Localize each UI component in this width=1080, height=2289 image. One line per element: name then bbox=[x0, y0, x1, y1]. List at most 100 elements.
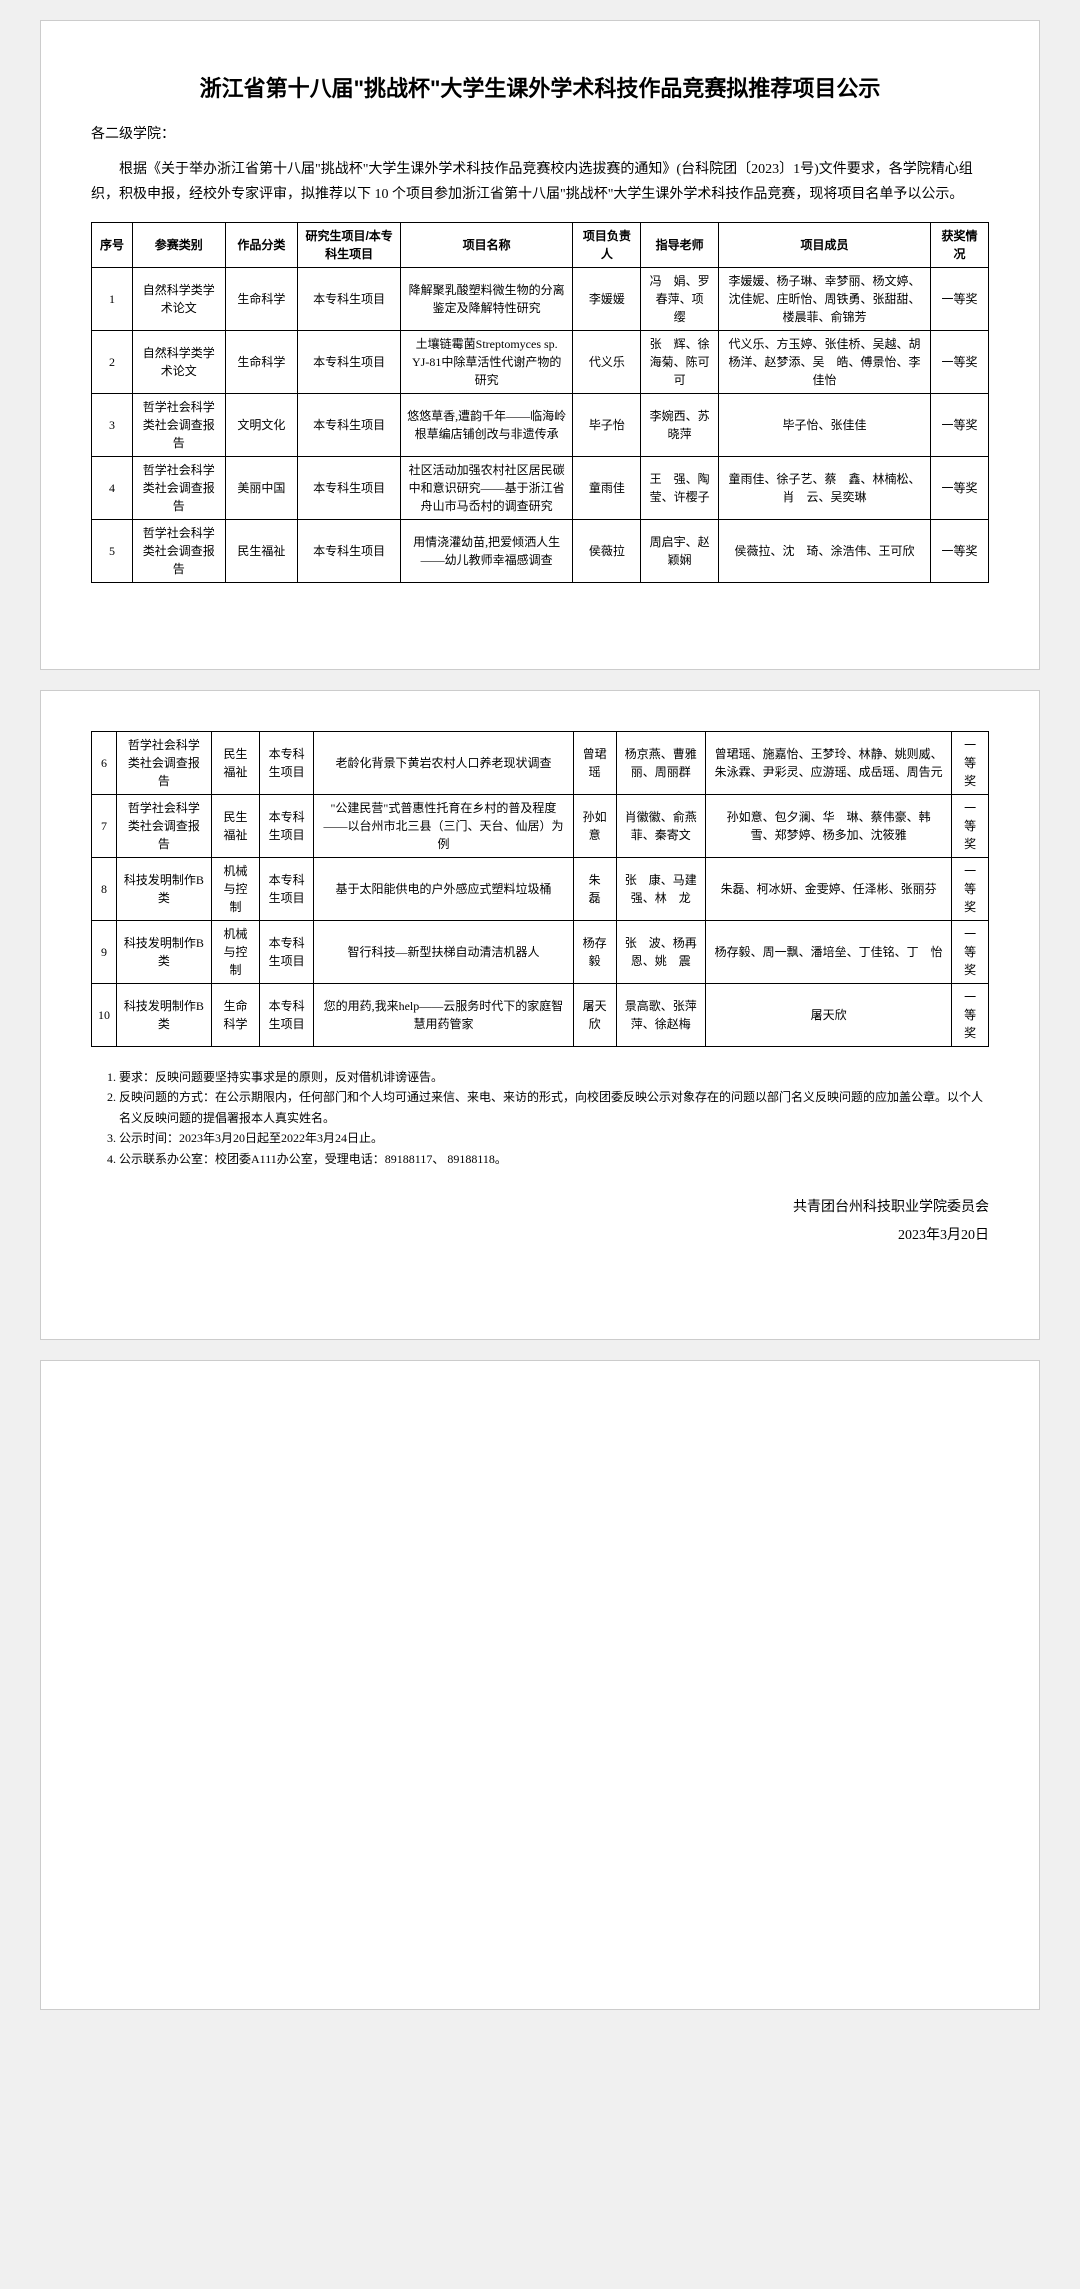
cell-advisor: 景高歌、张萍萍、徐赵梅 bbox=[616, 984, 705, 1047]
cell-advisor: 杨京燕、曹雅丽、周丽群 bbox=[616, 732, 705, 795]
cell-category: 自然科学类学术论文 bbox=[132, 331, 225, 394]
cell-type: 本专科生项目 bbox=[260, 858, 314, 921]
cell-seq: 10 bbox=[92, 984, 117, 1047]
cell-name: 智行科技—新型扶梯自动清洁机器人 bbox=[314, 921, 574, 984]
cell-members: 毕子怡、张佳佳 bbox=[719, 394, 931, 457]
cell-members: 朱磊、柯冰妍、金雯婷、任泽彬、张丽芬 bbox=[705, 858, 951, 921]
notes-block: 要求：反映问题要坚持实事求是的原则，反对借机诽谤诬告。反映问题的方式：在公示期限… bbox=[91, 1067, 989, 1169]
th-members: 项目成员 bbox=[719, 223, 931, 268]
cell-leader: 杨存毅 bbox=[573, 921, 616, 984]
cell-members: 孙如意、包夕澜、华 琳、蔡伟豪、韩 雪、郑梦婷、杨多加、沈筱雅 bbox=[705, 795, 951, 858]
table-row: 2自然科学类学术论文生命科学本专科生项目土壤链霉菌Streptomyces sp… bbox=[92, 331, 989, 394]
cell-name: 土壤链霉菌Streptomyces sp. YJ-81中除草活性代谢产物的研究 bbox=[400, 331, 573, 394]
cell-name: 悠悠草香,遭韵千年——临海岭根草编店铺创改与非遗传承 bbox=[400, 394, 573, 457]
note-item: 公示时间：2023年3月20日起至2022年3月24日止。 bbox=[119, 1128, 989, 1148]
cell-award: 一等奖 bbox=[931, 520, 989, 583]
projects-table-2: 6哲学社会科学类社会调查报告民生福祉本专科生项目老龄化背景下黄岩农村人口养老现状… bbox=[91, 731, 989, 1047]
signature-block: 共青团台州科技职业学院委员会 2023年3月20日 bbox=[91, 1194, 989, 1250]
cell-type: 本专科生项目 bbox=[298, 268, 401, 331]
cell-name: 基于太阳能供电的户外感应式塑料垃圾桶 bbox=[314, 858, 574, 921]
cell-category: 哲学社会科学类社会调查报告 bbox=[117, 795, 212, 858]
cell-seq: 1 bbox=[92, 268, 133, 331]
cell-award: 一等奖 bbox=[931, 394, 989, 457]
note-item: 反映问题的方式：在公示期限内，任何部门和个人均可通过来信、来电、来访的形式，向校… bbox=[119, 1087, 989, 1128]
table-row: 1自然科学类学术论文生命科学本专科生项目降解聚乳酸塑料微生物的分离鉴定及降解特性… bbox=[92, 268, 989, 331]
cell-leader: 侯薇拉 bbox=[573, 520, 641, 583]
cell-award: 一等奖 bbox=[952, 858, 989, 921]
cell-advisor: 张 辉、徐海菊、陈可可 bbox=[641, 331, 719, 394]
cell-leader: 孙如意 bbox=[573, 795, 616, 858]
cell-subject: 生命科学 bbox=[225, 331, 298, 394]
cell-members: 李媛媛、杨子琳、幸梦丽、杨文婷、沈佳妮、庄昕怡、周铁勇、张甜甜、楼晨菲、俞锦芳 bbox=[719, 268, 931, 331]
th-advisor: 指导老师 bbox=[641, 223, 719, 268]
cell-seq: 9 bbox=[92, 921, 117, 984]
cell-subject: 机械与控制 bbox=[211, 921, 259, 984]
cell-name: "公建民营"式普惠性托育在乡村的普及程度——以台州市北三县（三门、天台、仙居）为… bbox=[314, 795, 574, 858]
cell-seq: 2 bbox=[92, 331, 133, 394]
cell-advisor: 王 强、陶 莹、许樱子 bbox=[641, 457, 719, 520]
th-award: 获奖情况 bbox=[931, 223, 989, 268]
cell-category: 哲学社会科学类社会调查报告 bbox=[132, 457, 225, 520]
cell-award: 一等奖 bbox=[952, 732, 989, 795]
document-title: 浙江省第十八届"挑战杯"大学生课外学术科技作品竞赛拟推荐项目公示 bbox=[91, 71, 989, 103]
table-row: 8科技发明制作B类机械与控制本专科生项目基于太阳能供电的户外感应式塑料垃圾桶朱 … bbox=[92, 858, 989, 921]
cell-seq: 3 bbox=[92, 394, 133, 457]
cell-leader: 毕子怡 bbox=[573, 394, 641, 457]
cell-award: 一等奖 bbox=[952, 984, 989, 1047]
cell-advisor: 李婉西、苏晓萍 bbox=[641, 394, 719, 457]
cell-type: 本专科生项目 bbox=[260, 984, 314, 1047]
cell-leader: 童雨佳 bbox=[573, 457, 641, 520]
cell-advisor: 张 波、杨再恩、姚 震 bbox=[616, 921, 705, 984]
cell-award: 一等奖 bbox=[952, 795, 989, 858]
cell-category: 科技发明制作B类 bbox=[117, 921, 212, 984]
cell-members: 代义乐、方玉婷、张佳桥、吴越、胡杨洋、赵梦添、吴 皓、傅景怡、李佳怡 bbox=[719, 331, 931, 394]
cell-seq: 5 bbox=[92, 520, 133, 583]
table-row: 3哲学社会科学类社会调查报告文明文化本专科生项目悠悠草香,遭韵千年——临海岭根草… bbox=[92, 394, 989, 457]
sign-date: 2023年3月20日 bbox=[91, 1222, 989, 1250]
cell-seq: 4 bbox=[92, 457, 133, 520]
cell-leader: 曾珺瑶 bbox=[573, 732, 616, 795]
cell-type: 本专科生项目 bbox=[260, 921, 314, 984]
th-seq: 序号 bbox=[92, 223, 133, 268]
cell-members: 童雨佳、徐子艺、蔡 鑫、林楠松、肖 云、吴奕琳 bbox=[719, 457, 931, 520]
cell-type: 本专科生项目 bbox=[298, 394, 401, 457]
cell-award: 一等奖 bbox=[931, 457, 989, 520]
cell-subject: 民生福祉 bbox=[211, 795, 259, 858]
cell-type: 本专科生项目 bbox=[298, 331, 401, 394]
th-name: 项目名称 bbox=[400, 223, 573, 268]
cell-leader: 代义乐 bbox=[573, 331, 641, 394]
cell-members: 侯薇拉、沈 琦、涂浩伟、王可欣 bbox=[719, 520, 931, 583]
cell-type: 本专科生项目 bbox=[260, 732, 314, 795]
table-row: 10科技发明制作B类生命科学本专科生项目您的用药,我来help——云服务时代下的… bbox=[92, 984, 989, 1047]
cell-category: 哲学社会科学类社会调查报告 bbox=[132, 394, 225, 457]
cell-members: 曾珺瑶、施嘉怡、王梦玲、林静、姚则威、朱泳霖、尹彩灵、应游瑶、成岳瑶、周告元 bbox=[705, 732, 951, 795]
cell-name: 您的用药,我来help——云服务时代下的家庭智慧用药管家 bbox=[314, 984, 574, 1047]
page-2: 6哲学社会科学类社会调查报告民生福祉本专科生项目老龄化背景下黄岩农村人口养老现状… bbox=[40, 690, 1040, 1340]
cell-subject: 机械与控制 bbox=[211, 858, 259, 921]
table-row: 4哲学社会科学类社会调查报告美丽中国本专科生项目社区活动加强农村社区居民碳中和意… bbox=[92, 457, 989, 520]
cell-type: 本专科生项目 bbox=[298, 457, 401, 520]
cell-subject: 生命科学 bbox=[211, 984, 259, 1047]
cell-subject: 民生福祉 bbox=[225, 520, 298, 583]
cell-advisor: 冯 娟、罗春萍、项 缨 bbox=[641, 268, 719, 331]
cell-name: 老龄化背景下黄岩农村人口养老现状调查 bbox=[314, 732, 574, 795]
cell-leader: 朱 磊 bbox=[573, 858, 616, 921]
cell-advisor: 周启宇、赵颖娴 bbox=[641, 520, 719, 583]
cell-type: 本专科生项目 bbox=[260, 795, 314, 858]
th-type: 研究生项目/本专科生项目 bbox=[298, 223, 401, 268]
th-category: 参赛类别 bbox=[132, 223, 225, 268]
cell-category: 科技发明制作B类 bbox=[117, 984, 212, 1047]
cell-category: 哲学社会科学类社会调查报告 bbox=[117, 732, 212, 795]
cell-seq: 7 bbox=[92, 795, 117, 858]
cell-name: 社区活动加强农村社区居民碳中和意识研究——基于浙江省舟山市马岙村的调查研究 bbox=[400, 457, 573, 520]
intro-paragraph: 根据《关于举办浙江省第十八届"挑战杯"大学生课外学术科技作品竞赛校内选拔赛的通知… bbox=[91, 157, 989, 207]
signer: 共青团台州科技职业学院委员会 bbox=[91, 1194, 989, 1222]
th-subject: 作品分类 bbox=[225, 223, 298, 268]
cell-members: 屠天欣 bbox=[705, 984, 951, 1047]
cell-subject: 美丽中国 bbox=[225, 457, 298, 520]
table-row: 9科技发明制作B类机械与控制本专科生项目智行科技—新型扶梯自动清洁机器人杨存毅张… bbox=[92, 921, 989, 984]
cell-seq: 8 bbox=[92, 858, 117, 921]
cell-advisor: 肖徽徽、俞燕菲、秦寄文 bbox=[616, 795, 705, 858]
cell-leader: 屠天欣 bbox=[573, 984, 616, 1047]
salutation: 各二级学院： bbox=[91, 123, 989, 143]
